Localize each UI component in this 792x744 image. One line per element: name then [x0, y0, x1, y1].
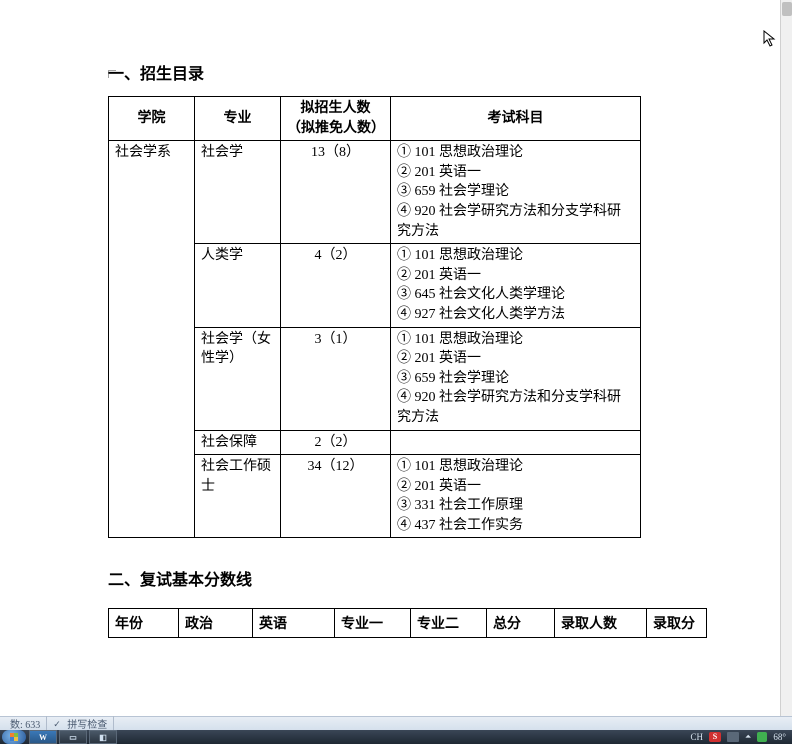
th-num: 拟招生人数（拟推免人数） [281, 97, 391, 141]
vertical-scrollbar[interactable] [780, 0, 792, 716]
cell-num: 13（8） [281, 141, 391, 244]
scrollbar-thumb[interactable] [782, 2, 792, 16]
th-major: 专业 [195, 97, 281, 141]
tray-app-icon[interactable] [757, 732, 767, 742]
section-heading-2: 二、复试基本分数线 [108, 566, 780, 590]
cell-subjects [391, 430, 641, 455]
section-heading-1: 一、招生目录 [108, 60, 780, 84]
cell-num: 3（1） [281, 327, 391, 430]
system-tray: CH S ⏶ 68° [690, 730, 792, 744]
taskbar: W ▭ ◧ CH S ⏶ 68° [0, 730, 792, 744]
cell-subjects: ① 101 思想政治理论② 201 英语一③ 331 社会工作原理④ 437 社… [391, 455, 641, 538]
spellcheck-status[interactable]: 拼写检查 [47, 716, 114, 731]
taskbar-app-wps[interactable]: W [29, 730, 57, 744]
scores-th: 年份 [109, 609, 179, 638]
tray-expand-icon[interactable]: ⏶ [745, 732, 751, 742]
cell-subjects: ① 101 思想政治理论② 201 英语一③ 659 社会学理论④ 920 社会… [391, 327, 641, 430]
sogou-icon[interactable]: S [709, 732, 721, 742]
scores-th: 录取分 [647, 609, 707, 638]
cell-major: 社会工作硕士 [195, 455, 281, 538]
scores-th: 政治 [179, 609, 253, 638]
taskbar-app-explorer[interactable]: ▭ [59, 730, 87, 744]
cell-num: 4（2） [281, 244, 391, 327]
ime-indicator[interactable]: CH [690, 732, 703, 742]
cell-major: 社会保障 [195, 430, 281, 455]
temperature-indicator[interactable]: 68° [773, 732, 786, 742]
cell-subjects: ① 101 思想政治理论② 201 英语一③ 645 社会文化人类学理论④ 92… [391, 244, 641, 327]
th-dept: 学院 [109, 97, 195, 141]
status-bar: 数: 633 拼写检查 [0, 716, 792, 730]
taskbar-app-other[interactable]: ◧ [89, 730, 117, 744]
cell-dept: 社会学系 [109, 141, 195, 538]
word-count[interactable]: 数: 633 [4, 716, 47, 731]
admissions-table: 学院 专业 拟招生人数（拟推免人数） 考试科目 社会学系社会学13（8）① 10… [108, 96, 641, 538]
word-count-label: 数: 633 [10, 716, 40, 731]
document-view: 一、招生目录 学院 专业 拟招生人数（拟推免人数） 考试科目 社会学系社会学13… [0, 0, 780, 716]
scores-th: 专业二 [411, 609, 487, 638]
cell-major: 社会学（女性学） [195, 327, 281, 430]
scores-table: 年份政治英语专业一专业二总分录取人数录取分 [108, 608, 707, 638]
th-subjects: 考试科目 [391, 97, 641, 141]
check-icon [53, 719, 63, 729]
windows-icon [10, 733, 18, 741]
scores-th: 专业一 [335, 609, 411, 638]
cell-major: 人类学 [195, 244, 281, 327]
cell-major: 社会学 [195, 141, 281, 244]
scores-th: 录取人数 [555, 609, 647, 638]
scores-th: 总分 [487, 609, 555, 638]
keyboard-icon[interactable] [727, 732, 739, 742]
cell-num: 34（12） [281, 455, 391, 538]
spellcheck-label: 拼写检查 [67, 716, 107, 731]
cell-num: 2（2） [281, 430, 391, 455]
cell-subjects: ① 101 思想政治理论② 201 英语一③ 659 社会学理论④ 920 社会… [391, 141, 641, 244]
page-content: 一、招生目录 学院 专业 拟招生人数（拟推免人数） 考试科目 社会学系社会学13… [108, 60, 780, 638]
start-button[interactable] [2, 730, 26, 744]
scores-th: 英语 [253, 609, 335, 638]
